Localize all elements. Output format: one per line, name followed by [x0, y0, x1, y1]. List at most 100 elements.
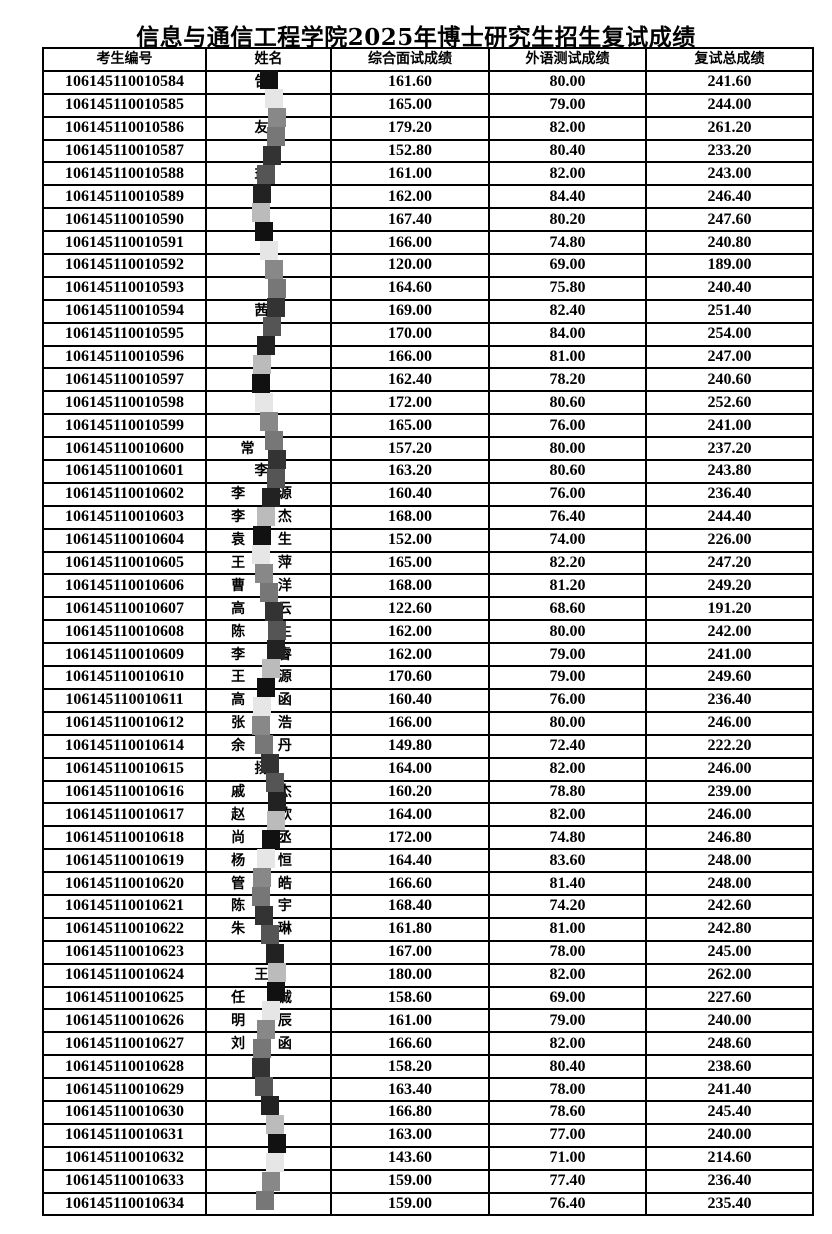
interview-score-cell: 164.60: [330, 275, 490, 301]
interview-score-cell: 162.00: [330, 184, 490, 210]
candidate-id-cell: 106145110010587: [42, 138, 207, 164]
total-score-cell: 214.60: [645, 1145, 814, 1171]
interview-score-cell: 162.00: [330, 642, 490, 668]
language-score-cell: 82.00: [488, 962, 647, 988]
language-score-cell: 75.80: [488, 275, 647, 301]
interview-score-cell: 179.20: [330, 115, 490, 141]
table-row: 106145110010590 自 167.40 80.20 247.60: [42, 207, 814, 233]
name-cell: 尚 丞: [205, 825, 332, 851]
table-row: 106145110010586 友 179.20 82.00 261.20: [42, 115, 814, 141]
interview-score-cell: 166.00: [330, 344, 490, 370]
table-row: 106145110010608 陈 生 162.00 80.00 242.00: [42, 619, 814, 645]
candidate-id-cell: 106145110010586: [42, 115, 207, 141]
document-title: 信息与通信工程学院2025年博士研究生招生复试成绩: [136, 24, 696, 51]
header-name: 姓名: [205, 47, 332, 72]
table-row: 106145110010617 赵 欣 164.00 82.00 246.00: [42, 802, 814, 828]
total-score-cell: 245.00: [645, 939, 814, 965]
language-score-cell: 83.60: [488, 848, 647, 874]
interview-score-cell: 159.00: [330, 1168, 490, 1194]
interview-score-cell: 166.60: [330, 1031, 490, 1057]
name-cell: [205, 1077, 332, 1102]
name-cell: [205, 1168, 332, 1194]
name-cell: 自: [205, 207, 332, 233]
candidate-id-cell: 106145110010620: [42, 871, 207, 896]
total-score-cell: 246.40: [645, 184, 814, 210]
total-score-cell: 240.80: [645, 230, 814, 256]
candidate-id-cell: 106145110010632: [42, 1145, 207, 1171]
name-cell: [205, 321, 332, 347]
language-score-cell: 72.40: [488, 733, 647, 759]
candidate-id-cell: 106145110010590: [42, 207, 207, 233]
candidate-id-cell: 106145110010619: [42, 848, 207, 874]
candidate-id-cell: 106145110010624: [42, 962, 207, 988]
total-score-cell: 249.60: [645, 665, 814, 690]
interview-score-cell: 163.00: [330, 1122, 490, 1148]
language-score-cell: 78.80: [488, 779, 647, 805]
table-row: 106145110010584 告 161.60 80.00 241.60: [42, 69, 814, 95]
name-cell: 任 诚: [205, 985, 332, 1011]
language-score-cell: 76.00: [488, 413, 647, 439]
language-score-cell: 82.00: [488, 756, 647, 782]
total-score-cell: 240.00: [645, 1008, 814, 1034]
total-score-cell: 247.00: [645, 344, 814, 370]
table-row: 106145110010600 常河 157.20 80.00 237.20: [42, 436, 814, 462]
name-cell: 茜: [205, 298, 332, 324]
table-row: 106145110010601 李 163.20 80.60 243.80: [42, 459, 814, 484]
candidate-id-cell: 106145110010610: [42, 665, 207, 690]
total-score-cell: 248.60: [645, 1031, 814, 1057]
language-score-cell: 80.00: [488, 436, 647, 462]
interview-score-cell: 160.40: [330, 481, 490, 507]
candidate-id-cell: 106145110010618: [42, 825, 207, 851]
language-score-cell: 79.00: [488, 1008, 647, 1034]
language-score-cell: 68.60: [488, 596, 647, 622]
candidate-id-cell: 106145110010601: [42, 459, 207, 484]
interview-score-cell: 166.60: [330, 871, 490, 896]
language-score-cell: 82.40: [488, 298, 647, 324]
total-score-cell: 241.40: [645, 1077, 814, 1102]
interview-score-cell: 165.00: [330, 413, 490, 439]
total-score-cell: 236.40: [645, 1168, 814, 1194]
candidate-id-cell: 106145110010604: [42, 527, 207, 553]
header-total-score: 复试总成绩: [645, 47, 814, 72]
total-score-cell: 241.00: [645, 642, 814, 668]
name-cell: [205, 1099, 332, 1125]
name-cell: 友: [205, 115, 332, 141]
candidate-id-cell: 106145110010614: [42, 733, 207, 759]
table-row: 106145110010619 杨 恒 164.40 83.60 248.00: [42, 848, 814, 874]
name-cell: 曹 洋: [205, 573, 332, 599]
language-score-cell: 82.00: [488, 1031, 647, 1057]
interview-score-cell: 168.40: [330, 893, 490, 919]
language-score-cell: 80.40: [488, 1054, 647, 1080]
candidate-id-cell: 106145110010593: [42, 275, 207, 301]
total-score-cell: 243.80: [645, 459, 814, 484]
header-language-score: 外语测试成绩: [488, 47, 647, 72]
table-row: 106145110010591 166.00 74.80 240.80: [42, 230, 814, 256]
name-cell: [205, 1145, 332, 1171]
candidate-id-cell: 106145110010634: [42, 1191, 207, 1217]
candidate-id-cell: 106145110010589: [42, 184, 207, 210]
interview-score-cell: 149.80: [330, 733, 490, 759]
table-row: 106145110010612 张 浩 166.00 80.00 246.00: [42, 710, 814, 736]
table-row: 106145110010622 朱 琳 161.80 81.00 242.80: [42, 916, 814, 942]
table-row: 106145110010597 溜 162.40 78.20 240.60: [42, 367, 814, 393]
candidate-id-cell: 106145110010628: [42, 1054, 207, 1080]
interview-score-cell: 162.00: [330, 619, 490, 645]
total-score-cell: 242.80: [645, 916, 814, 942]
total-score-cell: 191.20: [645, 596, 814, 622]
candidate-id-cell: 106145110010630: [42, 1099, 207, 1125]
interview-score-cell: 161.80: [330, 916, 490, 942]
name-cell: 刘 函: [205, 1031, 332, 1057]
header-interview-score: 综合面试成绩: [330, 47, 490, 72]
candidate-id-cell: 106145110010616: [42, 779, 207, 805]
total-score-cell: 240.60: [645, 367, 814, 393]
name-cell: 朱 琳: [205, 916, 332, 942]
language-score-cell: 78.00: [488, 1077, 647, 1102]
table-row: 106145110010610 王 源 170.60 79.00 249.60: [42, 665, 814, 690]
table-row: 106145110010631 163.00 77.00 240.00: [42, 1122, 814, 1148]
total-score-cell: 189.00: [645, 253, 814, 278]
name-cell: 陈 生: [205, 619, 332, 645]
language-score-cell: 76.00: [488, 687, 647, 713]
language-score-cell: 82.00: [488, 802, 647, 828]
interview-score-cell: 158.60: [330, 985, 490, 1011]
language-score-cell: 81.20: [488, 573, 647, 599]
